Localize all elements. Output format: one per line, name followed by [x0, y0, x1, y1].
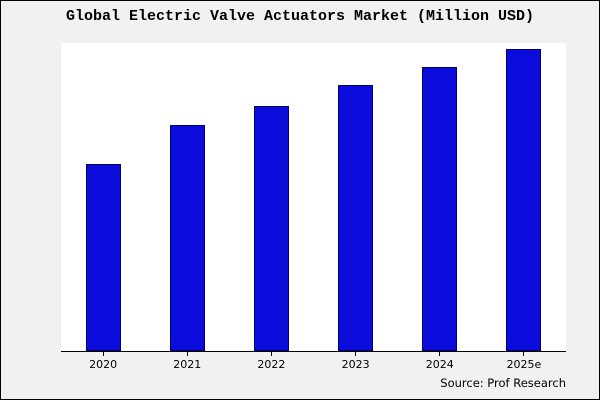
tick-mark	[355, 352, 357, 356]
bar-2023	[338, 85, 374, 351]
x-tick-label: 2023	[341, 358, 370, 371]
x-tick: 2020	[61, 352, 145, 371]
tick-mark	[523, 352, 525, 356]
bar-slot	[61, 43, 145, 351]
tick-mark	[186, 352, 188, 356]
bar-slot	[314, 43, 398, 351]
x-tick-label: 2022	[257, 358, 286, 371]
x-tick: 2025e	[482, 352, 566, 371]
bar-slot	[482, 43, 566, 351]
x-tick-label: 2024	[425, 358, 454, 371]
x-tick: 2022	[229, 352, 313, 371]
x-tick-label: 2020	[89, 358, 118, 371]
bar-2024	[422, 67, 458, 351]
x-tick: 2021	[145, 352, 229, 371]
x-tick-label: 2021	[173, 358, 202, 371]
bar-2025e	[506, 49, 542, 351]
chart-title: Global Electric Valve Actuators Market (…	[65, 8, 535, 25]
tick-mark	[439, 352, 441, 356]
bar-slot	[398, 43, 482, 351]
source-note: Source: Prof Research	[440, 376, 566, 390]
tick-mark	[270, 352, 272, 356]
bar-2022	[253, 106, 289, 351]
x-tick: 2023	[314, 352, 398, 371]
bar-slot	[229, 43, 313, 351]
x-axis-labels: 2020 2021 2022 2023 2024 2025e	[61, 352, 566, 371]
bar-slot	[145, 43, 229, 351]
plot-area	[61, 43, 566, 352]
bars	[61, 43, 566, 351]
bar-2020	[85, 163, 121, 351]
tick-mark	[102, 352, 104, 356]
x-tick: 2024	[398, 352, 482, 371]
bar-2021	[169, 124, 205, 351]
x-tick-label: 2025e	[506, 358, 542, 371]
